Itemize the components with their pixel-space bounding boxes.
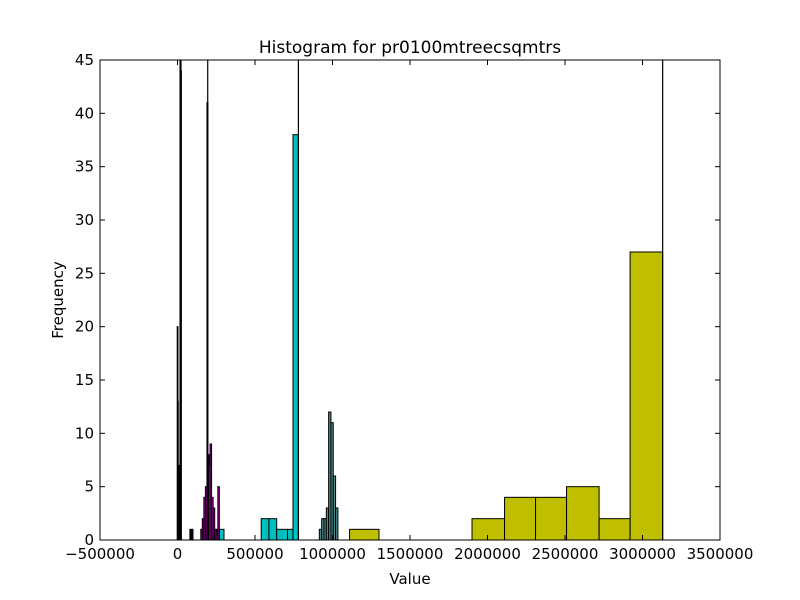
x-tick-label: 1000000 xyxy=(299,545,366,563)
plot-frame xyxy=(99,59,721,541)
histogram-bar xyxy=(535,496,568,541)
x-tick-label: 0 xyxy=(173,545,183,563)
y-tick-label: 45 xyxy=(75,51,94,69)
histogram-bar xyxy=(218,528,225,541)
x-tick-label: 3500000 xyxy=(687,545,754,563)
x-tick-label: 500000 xyxy=(226,545,283,563)
y-tick-label: 30 xyxy=(75,211,94,229)
histogram-bar xyxy=(629,251,664,541)
x-tick-label: 2000000 xyxy=(454,545,521,563)
histogram-bar xyxy=(335,507,339,541)
histogram-bar xyxy=(189,528,194,541)
x-axis-ticks: −500000 0 500000 1000000 1500000 2000000 25000… xyxy=(65,60,753,563)
histogram-bar xyxy=(292,134,299,541)
histogram-bar xyxy=(349,528,380,541)
y-tick-label: 20 xyxy=(75,318,94,336)
histogram-bar xyxy=(598,518,631,541)
y-tick-label: 35 xyxy=(75,158,94,176)
y-tick-label: 25 xyxy=(75,264,94,282)
x-tick-label: −500000 xyxy=(65,545,135,563)
y-axis-ticks: 0 5 10 15 20 25 30 35 40 45 xyxy=(75,51,720,549)
y-tick-label: 15 xyxy=(75,371,94,389)
y-tick-label: 0 xyxy=(84,531,94,549)
histogram-bar xyxy=(276,528,289,541)
histogram-bar xyxy=(287,528,294,541)
x-tick-label: 1500000 xyxy=(377,545,444,563)
x-axis-label: Value xyxy=(389,570,430,588)
reference-lines-group xyxy=(180,60,664,540)
histogram-bar xyxy=(504,496,537,541)
bars-group xyxy=(176,59,664,541)
y-tick-label: 10 xyxy=(75,424,94,442)
y-tick-label: 40 xyxy=(75,104,94,122)
histogram-bar xyxy=(268,518,278,541)
x-tick-label: 3000000 xyxy=(609,545,676,563)
y-tick-label: 5 xyxy=(84,478,94,496)
x-tick-label: 2500000 xyxy=(532,545,599,563)
y-axis-label: Frequency xyxy=(49,261,67,339)
histogram-bar xyxy=(566,486,600,541)
chart-title: Histogram for pr0100mtreecsqmtrs xyxy=(259,38,561,58)
histogram-bar xyxy=(471,518,506,541)
histogram-bar xyxy=(260,518,270,541)
